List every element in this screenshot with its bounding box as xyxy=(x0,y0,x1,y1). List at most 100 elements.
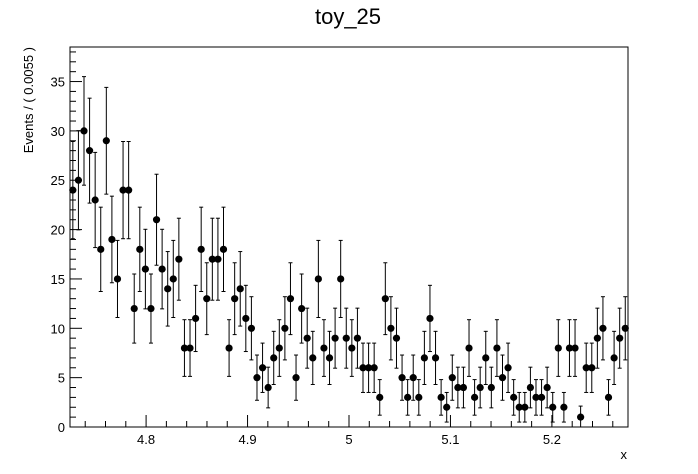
y-tick-label: 10 xyxy=(51,321,65,336)
y-tick-label: 5 xyxy=(58,371,65,386)
data-point xyxy=(303,307,311,369)
data-marker xyxy=(225,344,233,352)
data-marker xyxy=(404,393,412,401)
x-axis-label: x xyxy=(621,447,628,462)
data-point xyxy=(208,217,216,301)
data-marker xyxy=(431,354,440,362)
data-marker xyxy=(186,344,194,352)
data-marker xyxy=(113,275,122,283)
data-point xyxy=(493,319,501,377)
data-marker xyxy=(203,295,211,303)
data-point xyxy=(180,319,189,377)
data-point xyxy=(342,307,350,369)
x-tick-label: 4.8 xyxy=(137,432,155,447)
data-marker xyxy=(192,314,200,323)
data-marker xyxy=(448,374,456,382)
data-point xyxy=(286,262,295,336)
data-point xyxy=(510,379,518,416)
data-marker xyxy=(621,324,629,332)
data-point xyxy=(264,366,272,409)
data-marker xyxy=(102,137,110,145)
data-point xyxy=(504,342,512,393)
data-point xyxy=(85,97,94,204)
data-point xyxy=(197,206,205,293)
data-marker xyxy=(582,364,590,372)
y-tick-label: 25 xyxy=(51,173,65,188)
data-point xyxy=(314,239,322,318)
data-point xyxy=(359,342,367,393)
data-point xyxy=(242,284,250,353)
y-axis-label: Events / ( 0.0055 ) xyxy=(21,47,36,153)
data-marker xyxy=(85,147,94,155)
x-axis: 4.8 4.9 5 5.1 5.2 xyxy=(84,415,614,447)
data-marker xyxy=(320,344,328,352)
data-point xyxy=(577,405,585,428)
y-tick-label: 35 xyxy=(51,75,65,90)
data-point xyxy=(225,319,233,377)
data-point xyxy=(136,206,144,293)
data-point xyxy=(175,217,183,301)
data-marker xyxy=(97,245,105,253)
data-point xyxy=(593,307,601,369)
data-marker xyxy=(599,324,607,332)
data-point xyxy=(231,262,239,336)
data-marker xyxy=(504,364,512,372)
data-marker xyxy=(253,374,261,382)
data-point xyxy=(420,330,428,385)
data-marker xyxy=(510,393,518,401)
data-marker xyxy=(415,393,423,401)
data-marker xyxy=(370,364,378,372)
data-marker xyxy=(258,364,267,372)
data-marker xyxy=(180,344,189,352)
data-marker xyxy=(437,393,445,401)
data-marker xyxy=(376,393,384,401)
data-point xyxy=(537,379,546,416)
data-marker xyxy=(242,314,250,323)
data-point xyxy=(409,354,417,401)
data-point xyxy=(398,354,406,401)
data-marker xyxy=(275,344,283,352)
x-tick-label: 4.9 xyxy=(239,432,257,447)
data-marker xyxy=(119,186,127,194)
data-point xyxy=(203,262,211,336)
data-marker xyxy=(398,374,406,382)
data-point xyxy=(387,296,395,361)
data-marker xyxy=(169,275,177,283)
data-point xyxy=(549,391,557,423)
data-marker xyxy=(197,245,205,253)
data-point xyxy=(108,195,116,284)
data-point xyxy=(526,366,535,409)
data-marker xyxy=(471,393,479,401)
data-marker xyxy=(537,393,546,401)
data-point xyxy=(599,296,607,361)
y-tick-label: 0 xyxy=(58,420,65,435)
data-marker xyxy=(571,344,579,352)
data-point xyxy=(532,379,540,416)
data-marker xyxy=(331,334,339,342)
x-tick-label: 5 xyxy=(345,432,352,447)
data-point xyxy=(431,330,440,385)
data-point xyxy=(482,330,490,385)
data-marker xyxy=(526,383,535,392)
data-marker xyxy=(604,393,613,401)
data-point xyxy=(320,319,328,377)
data-marker xyxy=(348,344,356,352)
y-axis: 0 5 10 15 20 25 30 35 xyxy=(51,51,82,435)
data-point xyxy=(404,379,412,416)
data-point xyxy=(370,342,378,393)
plot-area xyxy=(69,76,629,428)
data-marker xyxy=(231,295,239,303)
data-marker xyxy=(342,334,350,342)
data-point xyxy=(119,141,127,240)
data-marker xyxy=(392,334,401,342)
data-point xyxy=(554,319,562,377)
data-point xyxy=(521,391,529,423)
data-marker xyxy=(515,403,523,411)
data-point xyxy=(253,354,261,401)
data-marker xyxy=(158,265,166,273)
data-marker xyxy=(136,245,144,253)
data-marker xyxy=(549,403,557,411)
data-marker xyxy=(286,295,295,303)
data-marker xyxy=(147,304,155,313)
